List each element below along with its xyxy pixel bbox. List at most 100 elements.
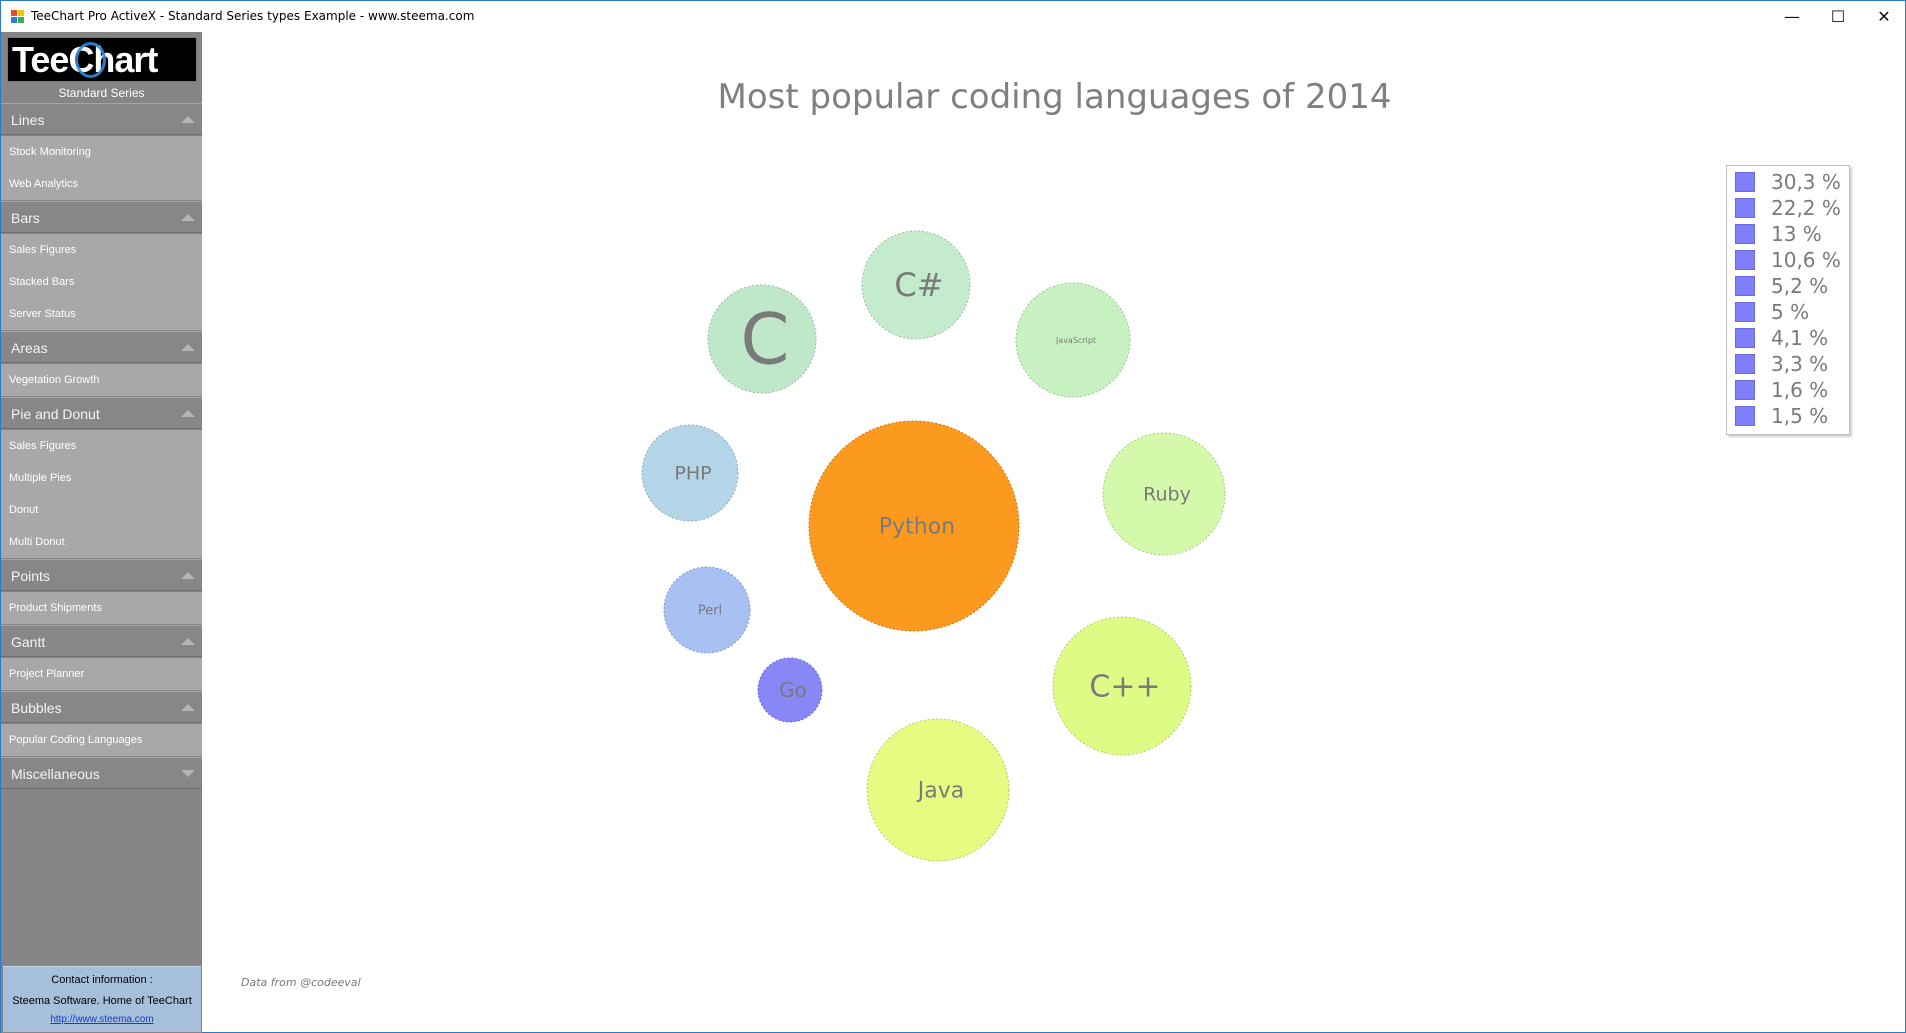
legend-swatch: [1735, 380, 1755, 400]
bubble-javascript[interactable]: [1015, 282, 1131, 398]
sidebar-item-multiple-pies[interactable]: Multiple Pies: [9, 472, 72, 484]
legend-swatch: [1735, 198, 1755, 218]
maximize-button[interactable]: ☐: [1815, 1, 1861, 32]
sidebar-item-product-shipments[interactable]: Product Shipments: [9, 602, 102, 614]
sidebar-section-label: Gantt: [11, 634, 46, 650]
contact-company: Steema Software. Home of TeeChart: [12, 995, 192, 1007]
bubble-go[interactable]: [757, 657, 823, 723]
sidebar-item-popular-coding-languages[interactable]: Popular Coding Languages: [9, 734, 143, 746]
sidebar-section-bars[interactable]: Bars: [1, 201, 202, 233]
legend-label: 3,3 %: [1771, 352, 1829, 376]
legend-label: 5 %: [1771, 300, 1810, 324]
contact-link[interactable]: http://www.steema.com: [50, 1014, 154, 1025]
app-icon: [11, 10, 25, 23]
sidebar-item-donut[interactable]: Donut: [9, 504, 39, 516]
bubble-ruby[interactable]: [1102, 432, 1226, 556]
chevron-up-icon[interactable]: [181, 704, 195, 711]
legend-swatch: [1735, 302, 1755, 322]
bubble-label: JavaScript: [1055, 336, 1096, 345]
sidebar-section-items: [1, 136, 202, 200]
close-icon: ✕: [1877, 7, 1891, 26]
chevron-up-icon[interactable]: [181, 572, 195, 579]
legend-label: 5,2 %: [1771, 274, 1829, 298]
chevron-up-icon[interactable]: [181, 344, 195, 351]
title-bar: TeeChart Pro ActiveX - Standard Series t…: [1, 1, 1905, 32]
sidebar-section-gantt[interactable]: Gantt: [1, 625, 202, 657]
sidebar-item-sales-figures[interactable]: Sales Figures: [9, 244, 77, 256]
sidebar-section-label: Points: [11, 568, 50, 584]
chevron-up-icon[interactable]: [181, 116, 195, 123]
bubble-label: C++: [1089, 670, 1160, 705]
sidebar-section-items: [1, 658, 202, 690]
bubble-cplus[interactable]: [1052, 616, 1192, 756]
bubble-cplus[interactable]: [861, 230, 971, 340]
contact-heading: Contact information :: [51, 974, 153, 986]
chevron-down-icon[interactable]: [181, 770, 195, 777]
bubble-perl[interactable]: [663, 566, 751, 654]
close-button[interactable]: ✕: [1861, 1, 1906, 32]
chevron-up-icon[interactable]: [181, 214, 195, 221]
sidebar-section-label: Bubbles: [11, 700, 62, 716]
sidebar-item-stock-monitoring[interactable]: Stock Monitoring: [9, 146, 91, 158]
bubble-label: Go: [779, 678, 807, 702]
sidebar-item-stacked-bars[interactable]: Stacked Bars: [9, 276, 75, 288]
bubble-label: Java: [916, 779, 964, 804]
chevron-up-icon[interactable]: [181, 410, 195, 417]
bubble-label: PHP: [674, 463, 711, 485]
sidebar-item-web-analytics[interactable]: Web Analytics: [9, 178, 78, 190]
sidebar-section-items: [1, 364, 202, 396]
bubble-python[interactable]: [808, 420, 1020, 632]
legend-swatch: [1735, 354, 1755, 374]
sidebar-section-items: [1, 234, 202, 330]
sidebar-section-areas[interactable]: Areas: [1, 331, 202, 363]
contact-panel: Contact information : Steema Software. H…: [3, 966, 201, 1032]
bubble-label: Perl: [698, 604, 722, 619]
legend-swatch: [1735, 406, 1755, 426]
bubble-label: Python: [879, 515, 955, 540]
bubble-label: C: [741, 299, 790, 381]
bubble-chart: Python Java C++ Ruby JavaScript C# C PHP Perl Go: [641, 230, 1226, 862]
teechart-logo: TeeChart: [7, 37, 197, 82]
sidebar-section-label: Miscellaneous: [11, 766, 100, 782]
maximize-icon: ☐: [1830, 7, 1846, 26]
logo-ring-icon: [75, 42, 106, 78]
legend-label: 4,1 %: [1771, 326, 1829, 350]
window-title: TeeChart Pro ActiveX - Standard Series t…: [31, 9, 475, 23]
minimize-button[interactable]: —: [1769, 1, 1815, 32]
chart-footer: Data from @codeeval: [241, 976, 361, 989]
legend-label: 10,6 %: [1771, 248, 1841, 272]
sidebar-section-pie-and-donut[interactable]: Pie and Donut: [1, 397, 202, 429]
legend-label: 22,2 %: [1771, 196, 1841, 220]
sidebar-section-items: [1, 430, 202, 558]
sidebar: TeeChart Standard Series Lines Stock Moni…: [1, 32, 202, 1033]
legend-swatch: [1735, 224, 1755, 244]
sidebar-section-miscellaneous[interactable]: Miscellaneous: [1, 757, 202, 789]
bubble-php[interactable]: [641, 424, 739, 522]
sidebar-section-label: Areas: [11, 340, 48, 356]
sidebar-item-multi-donut[interactable]: Multi Donut: [9, 536, 65, 548]
bubble-c[interactable]: [707, 284, 817, 394]
sidebar-item-vegetation-growth[interactable]: Vegetation Growth: [9, 374, 100, 386]
sidebar-section-label: Pie and Donut: [11, 406, 100, 422]
sidebar-item-sales-figures[interactable]: Sales Figures: [9, 440, 77, 452]
sidebar-item-project-planner[interactable]: Project Planner: [9, 668, 85, 680]
bubble-java[interactable]: [866, 718, 1010, 862]
legend-label: 1,6 %: [1771, 378, 1829, 402]
sidebar-section-points[interactable]: Points: [1, 559, 202, 591]
legend-swatch: [1735, 328, 1755, 348]
sidebar-subtitle: Standard Series: [58, 86, 145, 100]
legend-swatch: [1735, 172, 1755, 192]
chevron-up-icon[interactable]: [181, 638, 195, 645]
legend-swatch: [1735, 276, 1755, 296]
bubble-label: Ruby: [1143, 484, 1191, 506]
sidebar-section-lines[interactable]: Lines: [1, 103, 202, 135]
legend-label: 13 %: [1771, 222, 1822, 246]
legend-swatch: [1735, 250, 1755, 270]
sidebar-section-label: Bars: [11, 210, 40, 226]
sidebar-item-server-status[interactable]: Server Status: [9, 308, 76, 320]
bubble-label: C#: [894, 266, 943, 304]
sidebar-section-label: Lines: [11, 112, 45, 128]
sidebar-section-bubbles[interactable]: Bubbles: [1, 691, 202, 723]
chart-title: Most popular coding languages of 2014: [717, 77, 1392, 117]
